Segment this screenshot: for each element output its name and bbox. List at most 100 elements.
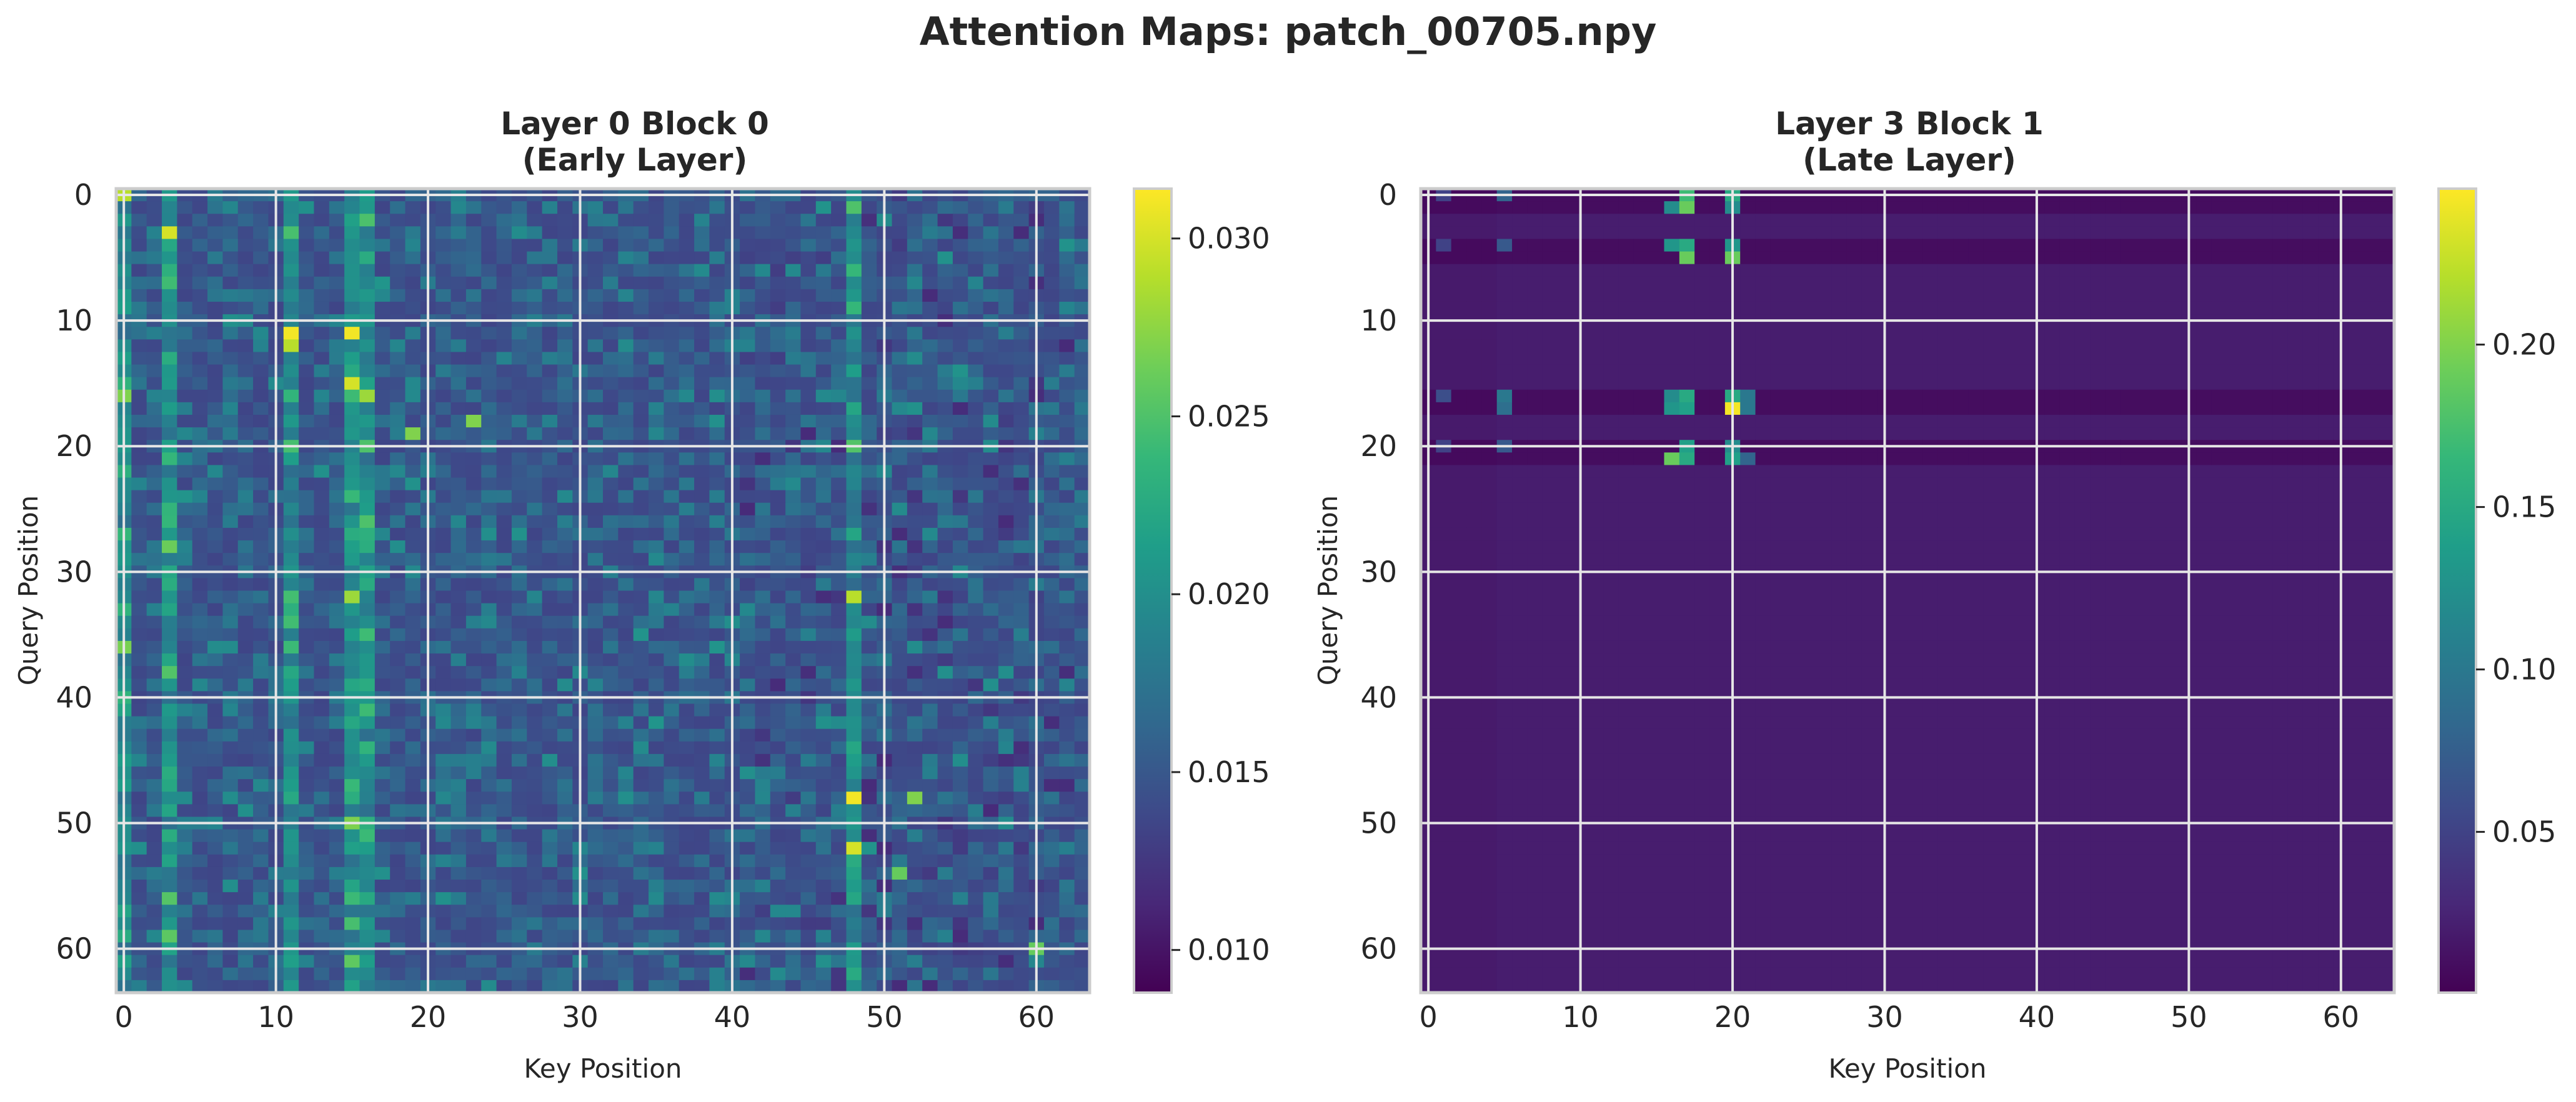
heatmap-cell: [283, 352, 299, 365]
heatmap-cell: [450, 490, 467, 504]
heatmap-cell: [785, 327, 802, 340]
heatmap-cell: [937, 615, 953, 629]
heatmap-cell: [1043, 917, 1060, 931]
heatmap-cell: [177, 741, 193, 755]
heatmap-cell: [649, 703, 664, 717]
heatmap-cell: [1892, 251, 1908, 265]
heatmap-cell: [146, 527, 162, 541]
heatmap-cell: [481, 866, 497, 880]
heatmap-cell: [162, 741, 177, 755]
heatmap-cell: [237, 767, 254, 780]
heatmap-cell: [2196, 239, 2212, 252]
heatmap-cell: [861, 289, 877, 302]
heatmap-cell: [557, 703, 573, 717]
heatmap-cell: [831, 502, 847, 516]
heatmap-cell: [1527, 301, 1543, 315]
heatmap-cell: [937, 804, 953, 818]
heatmap-cell: [679, 716, 695, 730]
heatmap-cell: [1755, 201, 1771, 214]
heatmap-cell: [1043, 352, 1060, 365]
heatmap-cell: [192, 289, 208, 302]
heatmap-cell: [800, 741, 817, 755]
heatmap-cell: [299, 414, 315, 428]
heatmap-cell: [679, 301, 695, 315]
heatmap-cell: [649, 892, 664, 905]
heatmap-cell: [2105, 201, 2121, 214]
heatmap-cell: [952, 653, 968, 667]
heatmap-cell: [1649, 251, 1665, 265]
heatmap-cell: [192, 792, 208, 805]
heatmap-cell: [1013, 967, 1030, 981]
heatmap-cell: [618, 502, 634, 516]
heatmap-cell: [709, 728, 725, 742]
heatmap-cell: [633, 728, 649, 742]
heatmap-cell: [511, 603, 527, 617]
heatmap-cell: [1074, 327, 1090, 340]
heatmap-cell: [603, 214, 619, 227]
heatmap-cell: [952, 477, 968, 491]
heatmap-cell: [785, 364, 802, 378]
heatmap-cell: [968, 880, 984, 893]
heatmap-cell: [1059, 980, 1075, 993]
heatmap-cell: [207, 792, 223, 805]
heatmap-cell: [1059, 792, 1075, 805]
heatmap-cell: [481, 339, 497, 353]
heatmap-cell: [922, 590, 938, 604]
heatmap-cell: [237, 980, 254, 993]
heatmap-cell: [1999, 201, 2014, 214]
heatmap-cell: [785, 276, 802, 290]
heatmap-cell: [998, 753, 1014, 767]
heatmap-cell: [1618, 239, 1634, 252]
heatmap-cell: [465, 477, 482, 491]
heatmap-cell: [1466, 276, 1482, 290]
heatmap-cell: [861, 866, 877, 880]
heatmap-cell: [1059, 905, 1075, 918]
heatmap-cell: [618, 980, 634, 993]
heatmap-cell: [283, 678, 299, 692]
heatmap-cell: [1059, 653, 1075, 667]
heatmap-cell: [968, 703, 984, 717]
heatmap-cell: [2196, 276, 2212, 290]
heatmap-cell: [800, 540, 817, 553]
heatmap-cell: [785, 452, 802, 466]
heatmap-cell: [329, 866, 345, 880]
heatmap-cell: [2136, 201, 2152, 214]
heatmap-cell: [542, 502, 558, 516]
heatmap-cell: [465, 892, 482, 905]
heatmap-cell: [2211, 301, 2227, 315]
heatmap-cell: [390, 578, 406, 592]
heatmap-cell: [1013, 628, 1030, 642]
heatmap-cell: [755, 427, 771, 440]
heatmap-cell: [527, 578, 543, 592]
heatmap-cell: [587, 289, 604, 302]
heatmap-cell: [1603, 352, 1619, 365]
heatmap-cell: [922, 289, 938, 302]
heatmap-cell: [465, 540, 482, 553]
heatmap-cell: [374, 603, 390, 617]
heatmap-cell: [1436, 301, 1452, 315]
heatmap-cell: [785, 892, 802, 905]
heatmap-cell: [435, 905, 452, 918]
heatmap-cell: [770, 666, 786, 679]
heatmap-cell: [329, 892, 345, 905]
heatmap-cell: [1937, 276, 1954, 290]
heatmap-cell: [435, 301, 452, 315]
heatmap-cell: [755, 276, 771, 290]
heatmap-cell: [1013, 917, 1030, 931]
y-tick-label: 20: [56, 429, 92, 463]
heatmap-cell: [603, 414, 619, 428]
heatmap-cell: [542, 930, 558, 943]
heatmap-cell: [222, 728, 239, 742]
heatmap-cell: [511, 339, 527, 353]
heatmap-cell: [192, 553, 208, 566]
heatmap-cell: [937, 841, 953, 855]
heatmap-cell: [603, 389, 619, 403]
heatmap-cell: [511, 880, 527, 893]
heatmap-cell: [329, 502, 345, 516]
heatmap-cell: [527, 452, 543, 466]
heatmap-cell: [557, 339, 573, 353]
heatmap-cell: [618, 866, 634, 880]
heatmap-cell: [861, 955, 877, 968]
heatmap-cell: [664, 603, 680, 617]
heatmap-cell: [344, 854, 361, 868]
